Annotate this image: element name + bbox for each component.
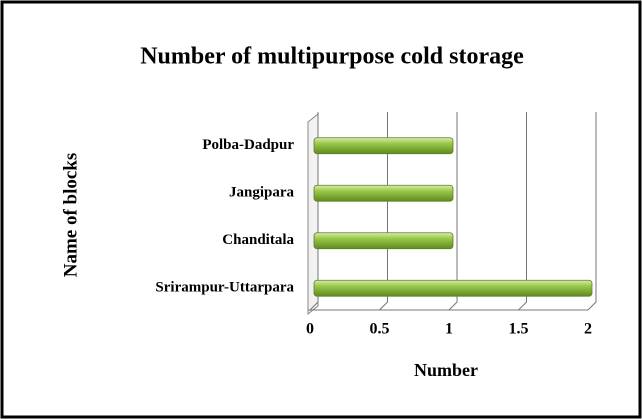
bar (313, 232, 454, 250)
grid-line (309, 112, 319, 311)
y-tick-label: Jangipara (229, 185, 295, 201)
grid-line (587, 112, 597, 311)
y-tick-label: Polba-Dadpur (202, 137, 294, 153)
x-axis-label: Number (414, 360, 478, 380)
x-tick-label: 1 (445, 321, 453, 338)
x-tick-label: 0.5 (370, 321, 390, 338)
x-tick-label: 1.5 (509, 321, 529, 338)
chart-title: Number of multipurpose cold storage (140, 44, 524, 70)
x-tick-label: 0 (306, 321, 314, 338)
grid-line (379, 112, 388, 311)
y-axis-label: Name of blocks (60, 153, 81, 278)
bar (313, 279, 593, 297)
y-tick-label: Srirampur-Uttarpara (155, 280, 294, 296)
axis-wall (307, 112, 319, 316)
y-tick-label: Chanditala (222, 232, 294, 248)
x-tick-label: 2 (584, 321, 592, 338)
bar (313, 184, 454, 202)
bar (313, 137, 454, 155)
grid-line (448, 112, 458, 311)
grid-line (518, 112, 527, 311)
